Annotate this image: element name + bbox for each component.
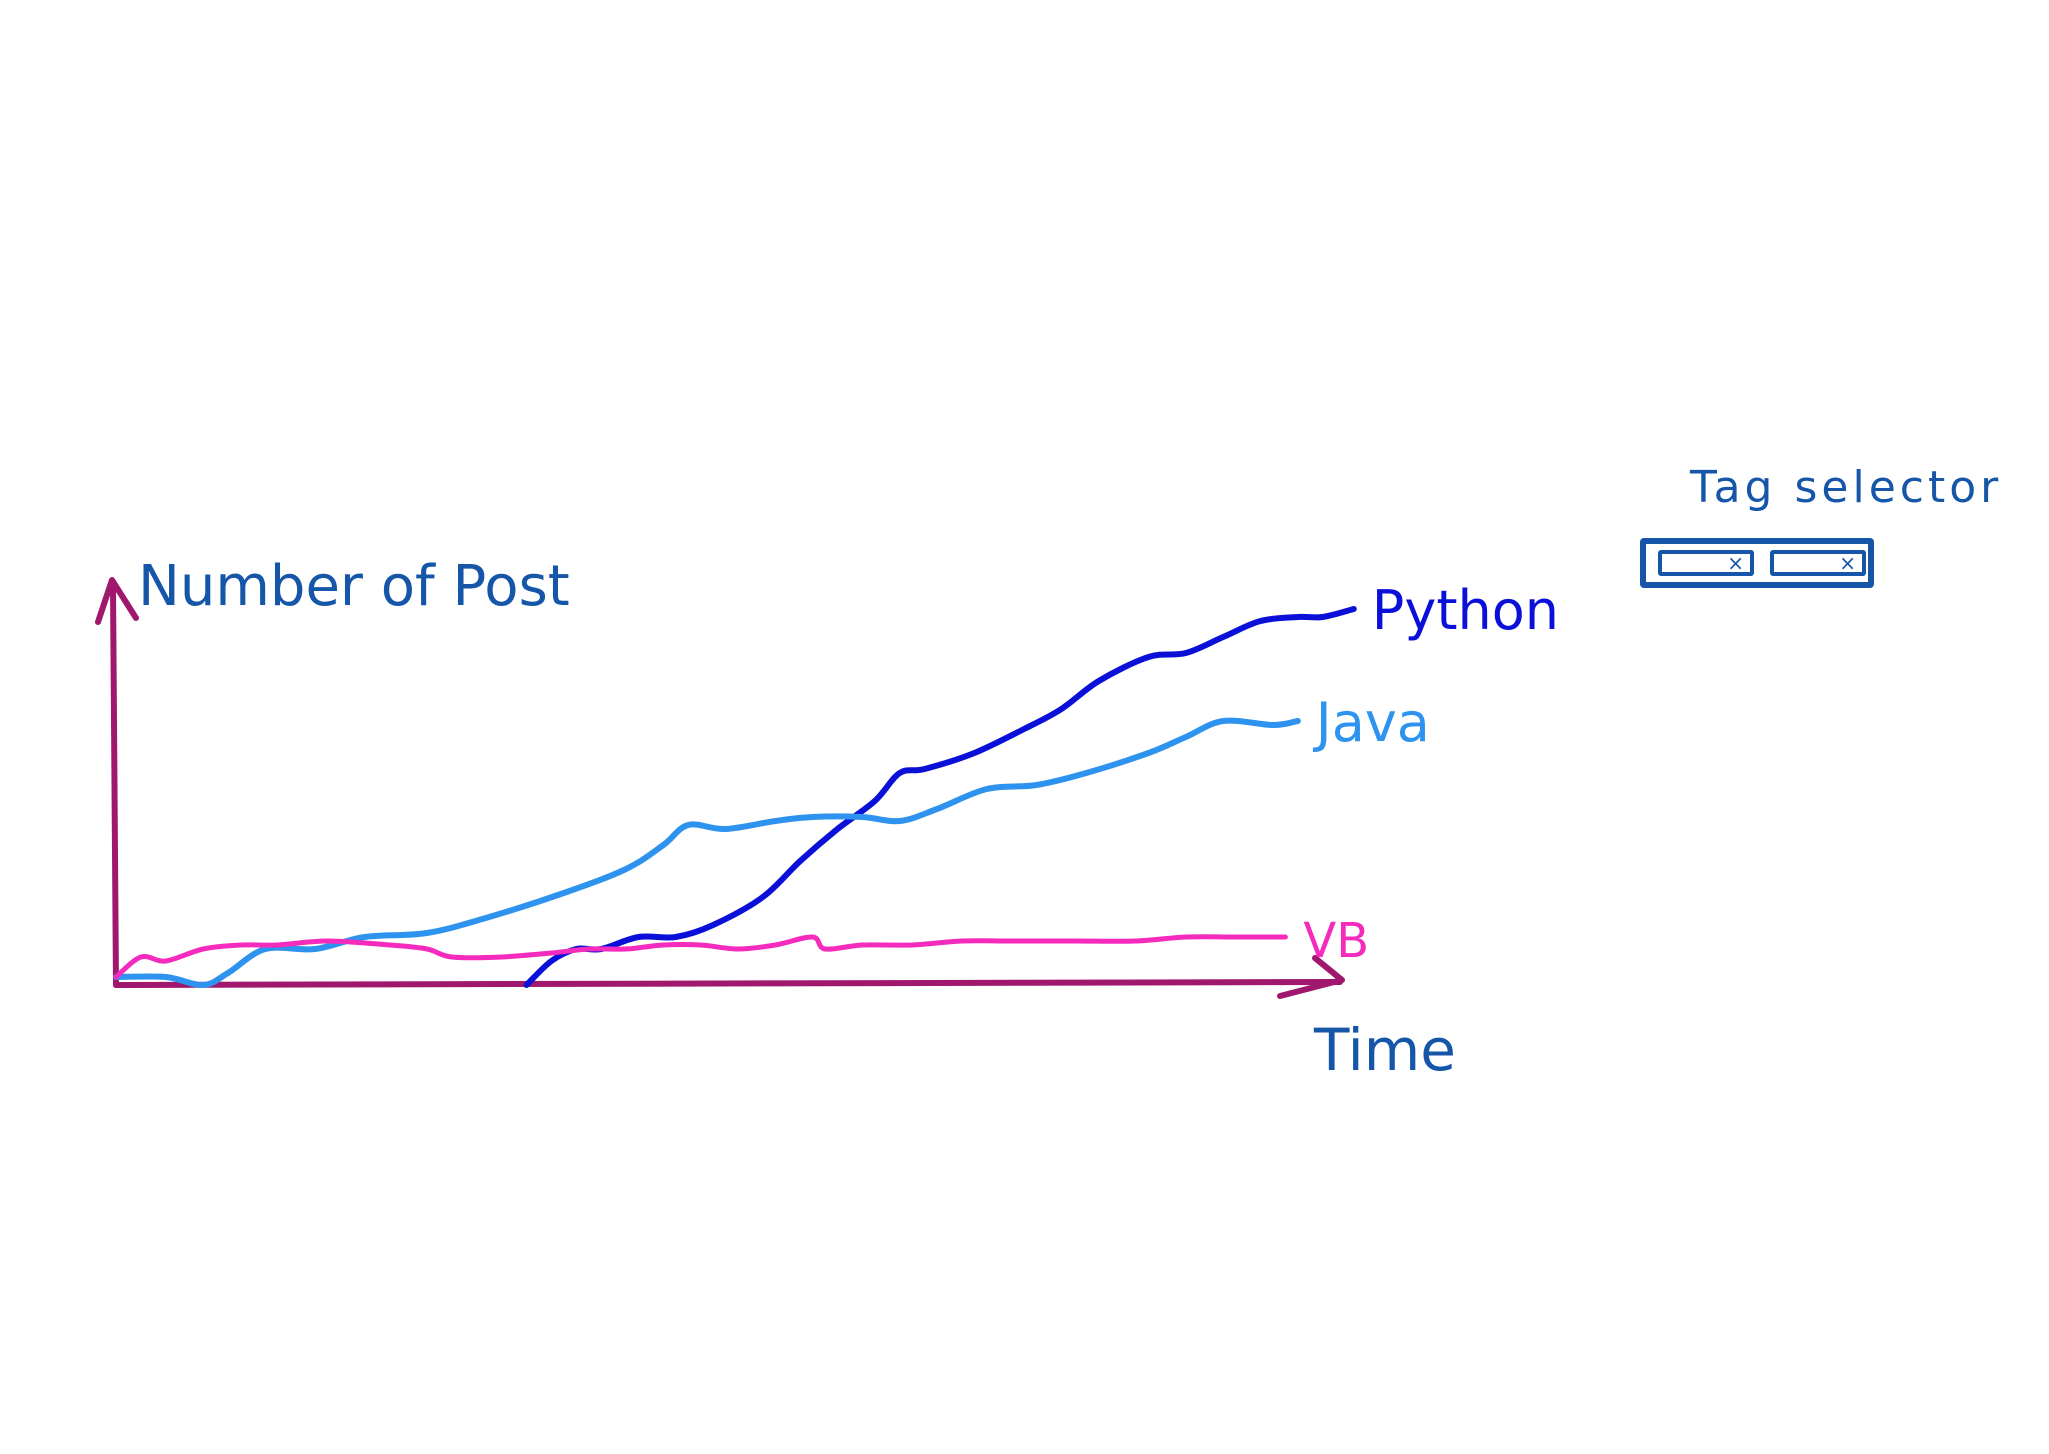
x-axis-line — [113, 979, 1343, 988]
series-line-python — [523, 606, 1357, 988]
axes — [95, 577, 1345, 999]
x-axis-label: Time — [1313, 1016, 1456, 1084]
tag-chip[interactable]: × — [1658, 550, 1754, 576]
close-icon[interactable]: × — [1839, 551, 1856, 575]
tag-selector-label: Tag selector — [1690, 462, 2003, 513]
tag-chip[interactable]: × — [1770, 550, 1866, 576]
y-axis-line — [110, 585, 119, 988]
series-line-vb — [113, 934, 1288, 980]
x-axis-arrowhead — [1277, 955, 1345, 999]
series-label-java: Java — [1313, 691, 1430, 754]
series-label-vb: VB — [1303, 913, 1369, 969]
y-axis-label: Number of Post — [138, 554, 570, 619]
y-axis-arrowhead — [95, 577, 139, 625]
tag-selector[interactable]: × × — [1640, 538, 1874, 588]
series-layer — [113, 606, 1357, 989]
series-label-python: Python — [1372, 579, 1559, 642]
close-icon[interactable]: × — [1727, 551, 1744, 575]
series-labels: Python Java VB — [1303, 579, 1559, 969]
series-line-java — [113, 717, 1301, 989]
